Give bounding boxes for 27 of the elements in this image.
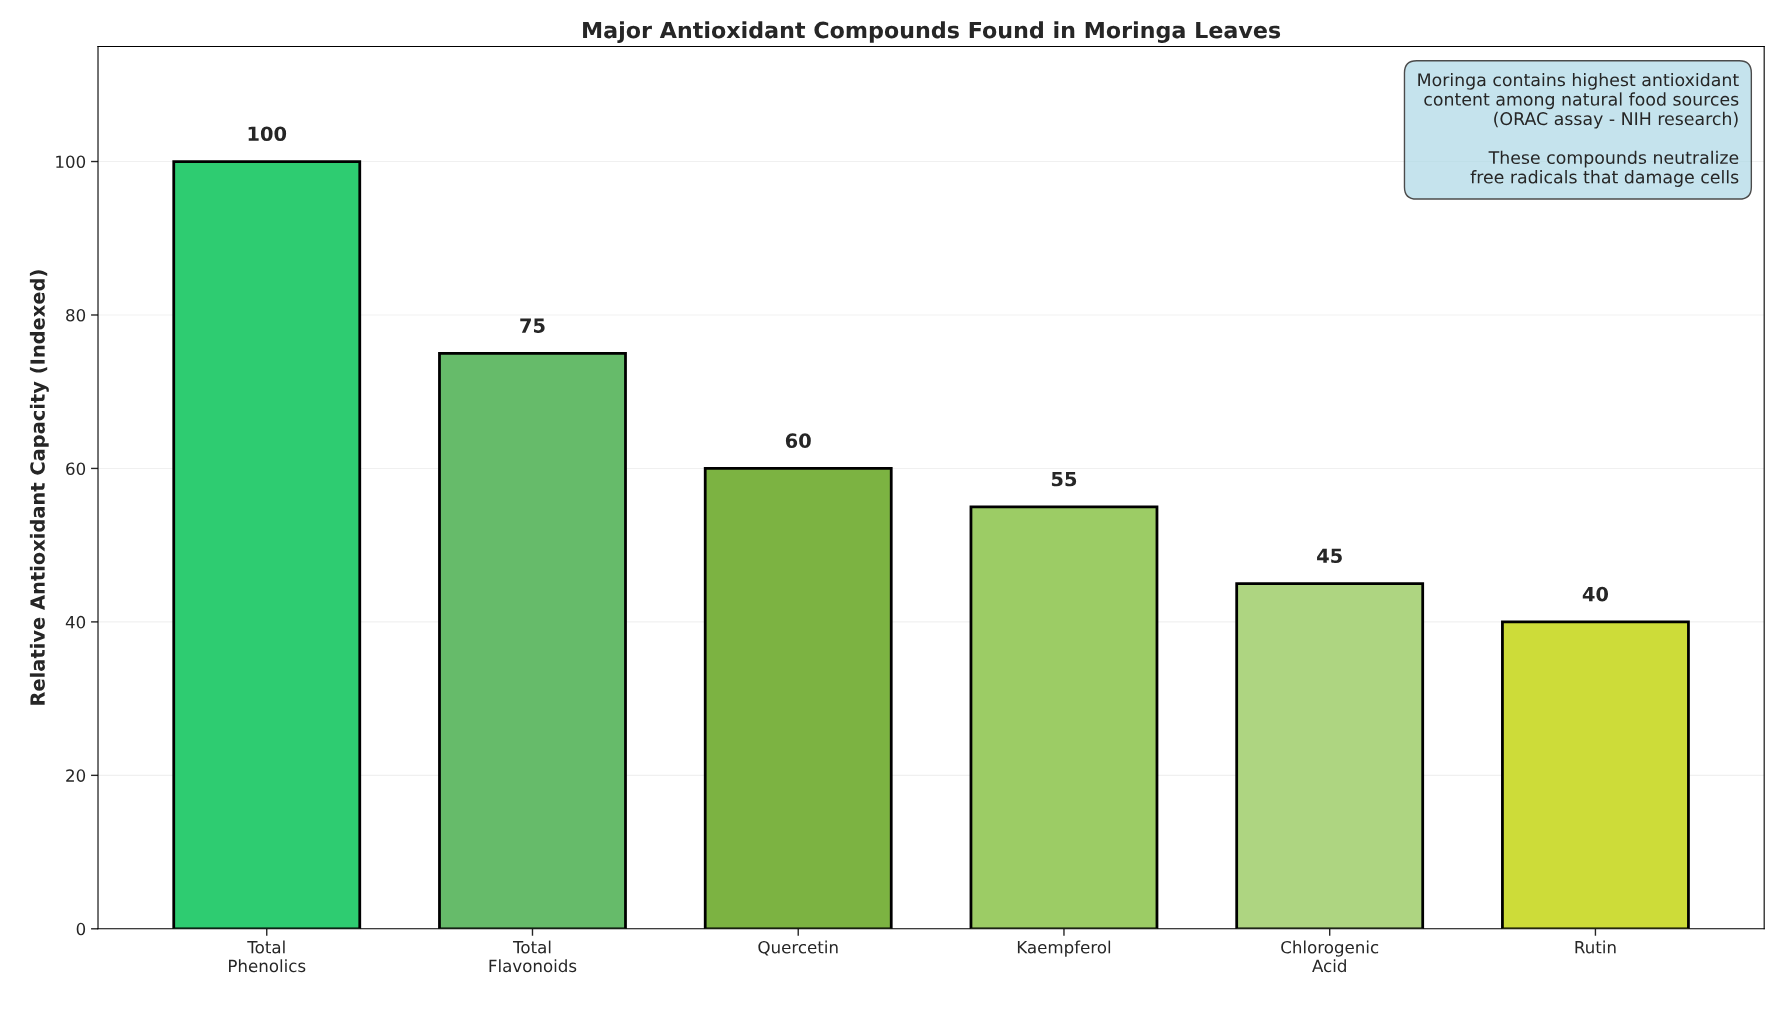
y-axis-title: Relative Antioxidant Capacity (Indexed) — [29, 270, 49, 705]
bar — [438, 351, 627, 929]
data-label: 55 — [1051, 471, 1077, 487]
y-tick-label: 60 — [66, 462, 86, 476]
bar — [1501, 620, 1690, 929]
data-label: 40 — [1582, 586, 1609, 602]
data-label: 75 — [520, 318, 545, 333]
y-tick-label: 20 — [66, 769, 86, 782]
data-label: 45 — [1317, 548, 1342, 564]
x-tick-label: Total Phenolics — [229, 940, 306, 973]
x-tick-label: Total Flavonoids — [489, 940, 577, 973]
data-label: 60 — [785, 433, 811, 448]
data-label: 100 — [248, 126, 287, 142]
y-tick-label: 100 — [56, 155, 86, 169]
x-tick-label: Chlorogenic Acid — [1281, 940, 1379, 973]
x-tick-label: Quercetin — [758, 940, 838, 956]
bar — [703, 467, 893, 929]
x-tick-label: Rutin — [1575, 940, 1616, 954]
bar — [172, 160, 362, 929]
y-tick-label: 40 — [65, 615, 86, 629]
bar — [1235, 582, 1425, 929]
bar — [969, 505, 1159, 929]
y-tick-label: 0 — [76, 922, 86, 936]
x-tick-label: Kaempferol — [1017, 940, 1111, 957]
text: Moringa contains highest antioxidant content among natural food sources (ORAC assay - NIH research) These compounds neutralize free radicals that damage cells — [1418, 72, 1739, 187]
y-tick-label: 80 — [66, 308, 86, 322]
chart-title: Major Antioxidant Compounds Found in Moringa Leaves — [583, 21, 1281, 43]
